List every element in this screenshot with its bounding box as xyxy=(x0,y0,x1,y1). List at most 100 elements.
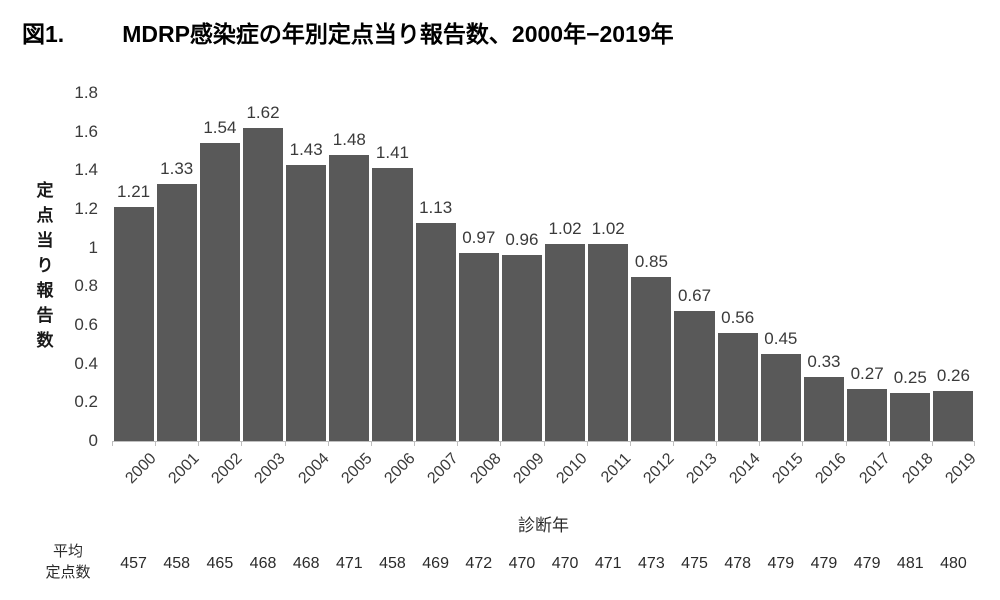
x-tick-mark xyxy=(888,441,890,446)
average-sites-value-2006: 458 xyxy=(379,555,406,572)
bar-2014 xyxy=(717,332,758,441)
x-tick-mark xyxy=(543,441,545,446)
bar-value-label: 1.41 xyxy=(375,143,410,163)
x-tick-mark xyxy=(845,441,847,446)
bar-2003 xyxy=(242,127,284,441)
bar-value-label: 0.33 xyxy=(807,352,841,372)
bar-2006 xyxy=(372,168,413,441)
y-tick-label: 1.2 xyxy=(74,199,98,218)
bar-2001 xyxy=(156,183,197,441)
x-tick-mark xyxy=(112,441,113,446)
x-tick-mark xyxy=(500,441,502,446)
y-tick-label: 0.4 xyxy=(74,353,98,373)
x-tick-mark xyxy=(629,441,631,446)
average-sites-value-2004: 468 xyxy=(292,555,320,572)
average-sites-value-2011: 471 xyxy=(594,555,622,572)
bar-value-label: 1.21 xyxy=(117,182,151,202)
x-tick-label-2002: 2002 xyxy=(208,450,246,488)
x-tick-label-2016: 2016 xyxy=(812,450,851,488)
bar-2010 xyxy=(545,243,586,441)
bar-2004 xyxy=(286,164,327,441)
bar-value-label: 0.67 xyxy=(677,286,712,306)
average-sites-value-2008: 472 xyxy=(465,555,493,572)
x-tick-label-2000: 2000 xyxy=(122,450,160,488)
bar-2017 xyxy=(847,388,888,441)
x-tick-mark xyxy=(974,441,975,446)
average-sites-value-2010: 470 xyxy=(551,555,579,572)
average-sites-value-2017: 479 xyxy=(853,555,881,572)
x-tick-label-2019: 2019 xyxy=(942,450,980,488)
x-tick-mark xyxy=(370,441,372,446)
x-tick-label-2006: 2006 xyxy=(381,450,419,488)
bar-value-label: 1.13 xyxy=(419,197,453,217)
bar-2019 xyxy=(933,390,974,441)
bar-value-label: 0.45 xyxy=(764,329,798,348)
x-tick-label-2011: 2011 xyxy=(597,450,635,487)
average-sites-value-2012: 473 xyxy=(638,555,665,572)
bar-2007 xyxy=(415,222,456,441)
x-tick-mark xyxy=(198,441,200,446)
bar-2013 xyxy=(674,311,715,441)
average-sites-value-2014: 478 xyxy=(724,555,752,572)
x-tick-mark xyxy=(155,441,157,446)
x-tick-mark xyxy=(931,441,933,446)
y-tick-label: 1.6 xyxy=(74,121,98,141)
figure-title-text: MDRP感染症の年別定点当り報告数、2000年−2019年 xyxy=(122,21,674,47)
average-sites-value-2016: 479 xyxy=(810,555,838,572)
bar-value-label: 0.27 xyxy=(850,363,884,383)
average-sites-value-2018: 481 xyxy=(896,555,924,572)
bar-value-label: 0.56 xyxy=(721,307,755,327)
x-tick-mark xyxy=(716,441,718,446)
x-tick-label-2004: 2004 xyxy=(295,450,333,488)
average-sites-label-line1: 平均 xyxy=(52,543,83,560)
bar-value-label: 0.25 xyxy=(893,367,927,387)
x-tick-mark xyxy=(759,441,761,446)
bar-value-label: 1.62 xyxy=(246,102,280,122)
x-tick-label-2001: 2001 xyxy=(165,450,203,488)
average-sites-value-2009: 470 xyxy=(508,555,536,572)
bar-value-label: 1.33 xyxy=(160,158,194,178)
x-tick-mark xyxy=(586,441,588,446)
bar-value-label: 1.48 xyxy=(332,129,366,149)
x-axis-title: 診断年 xyxy=(518,516,569,535)
average-sites-label: 平均 定点数 xyxy=(24,541,112,583)
y-tick-label: 0 xyxy=(88,431,98,450)
bar-value-label: 1.43 xyxy=(289,139,323,159)
y-tick-label: 1 xyxy=(88,237,98,257)
x-tick-label-2009: 2009 xyxy=(510,450,548,488)
figure-number: 図1. xyxy=(22,21,65,47)
average-sites-value-2013: 475 xyxy=(681,555,708,572)
x-axis-tick-labels: 2000 2001 2002 2003 2004 2005 2006 2007 2008 2009… xyxy=(112,441,979,511)
average-sites-value-2007: 469 xyxy=(422,555,449,572)
average-sites-label-line2: 定点数 xyxy=(45,564,91,581)
bar-2012 xyxy=(631,276,672,441)
x-tick-label-2007: 2007 xyxy=(424,450,462,488)
y-tick-label: 0.2 xyxy=(74,392,98,412)
x-tick-mark xyxy=(241,441,243,446)
bar-2008 xyxy=(458,253,499,441)
x-tick-label-2014: 2014 xyxy=(726,450,764,488)
bar-value-label: 0.96 xyxy=(505,230,539,250)
bar-2018 xyxy=(890,392,931,441)
average-sites-value-2000: 457 xyxy=(120,555,147,572)
x-tick-label-2012: 2012 xyxy=(640,450,678,488)
plot-area: 1.21 1.33 1.54 1.62 1.43 1.48 1.41 1.13 0.97 0.96… xyxy=(112,93,975,446)
x-tick-label-2003: 2003 xyxy=(251,450,290,488)
x-tick-mark xyxy=(327,441,329,446)
y-tick-label: 0.6 xyxy=(74,315,98,334)
y-tick-label: 1.4 xyxy=(74,160,98,180)
bar-value-label: 0.26 xyxy=(936,365,970,385)
bar-value-label: 1.54 xyxy=(203,118,237,138)
x-tick-label-2015: 2015 xyxy=(769,450,807,488)
average-sites-value-2001: 458 xyxy=(163,555,191,572)
x-tick-mark xyxy=(802,441,804,446)
x-tick-mark xyxy=(284,441,286,446)
x-tick-label-2018: 2018 xyxy=(899,450,937,488)
x-tick-label-2008: 2008 xyxy=(467,450,505,488)
average-sites-value-2002: 465 xyxy=(206,555,234,572)
average-sites-values: 457 458 465 468 468 471 458 469 472 470 470 471 473 4… xyxy=(112,554,975,578)
x-tick-mark xyxy=(672,441,674,446)
bar-2011 xyxy=(588,243,629,441)
average-sites-value-2003: 468 xyxy=(249,555,277,572)
